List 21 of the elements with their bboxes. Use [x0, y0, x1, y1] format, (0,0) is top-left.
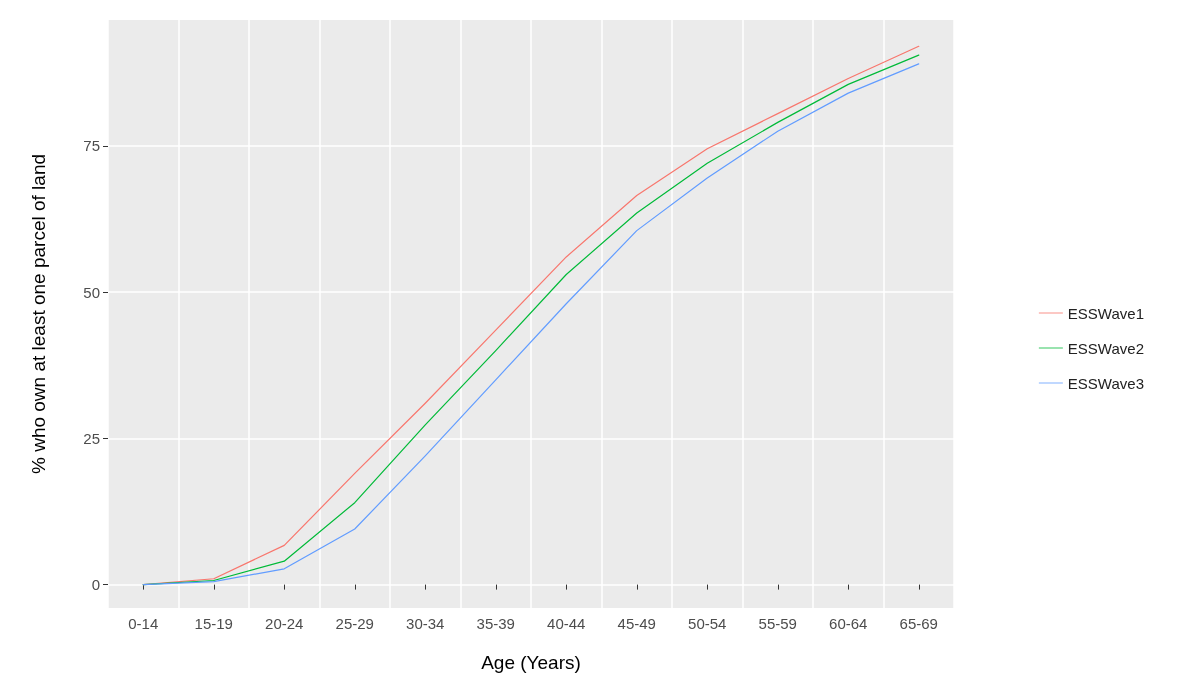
x-tick-label: 0-14	[128, 615, 159, 632]
y-tick-label: 75	[83, 137, 100, 155]
x-tick-label: 55-59	[758, 615, 797, 632]
x-axis-title: Age (Years)	[481, 652, 581, 673]
x-tick-label: 15-19	[194, 615, 233, 632]
x-tick-label: 50-54	[688, 615, 727, 632]
x-tick-label: 65-69	[899, 615, 938, 632]
y-tick-label: 0	[91, 576, 100, 594]
y-axis-title: % who own at least one parcel of land	[28, 153, 49, 475]
x-tick-label: 60-64	[829, 615, 868, 632]
x-tick-label: 30-34	[406, 615, 445, 632]
legend-label: ESSWave2	[1067, 339, 1145, 357]
x-tick-label: 20-24	[265, 615, 304, 632]
x-tick-label: 25-29	[335, 615, 374, 632]
y-tick-label: 25	[83, 429, 100, 447]
x-tick-label: 40-44	[547, 615, 586, 632]
legend-label: ESSWave3	[1067, 374, 1145, 392]
y-tick-label: 50	[83, 283, 100, 301]
legend-label: ESSWave1	[1067, 304, 1145, 322]
x-tick-label: 45-49	[617, 615, 656, 632]
x-tick-label: 35-39	[476, 615, 515, 632]
